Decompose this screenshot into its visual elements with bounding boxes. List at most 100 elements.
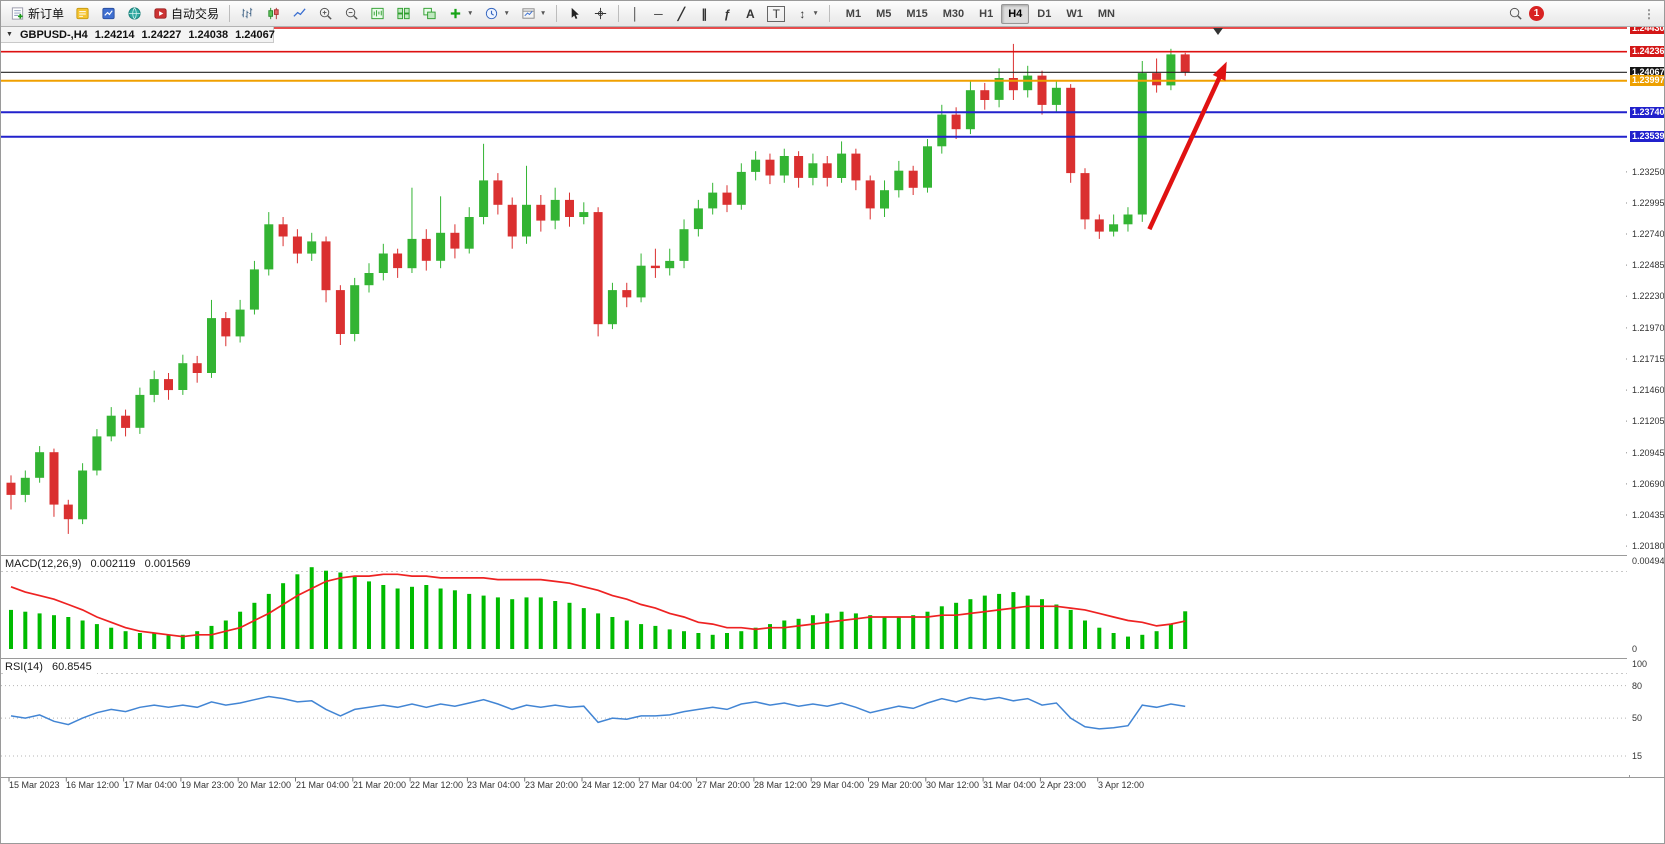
timeframe-group: M1 M5 M15 M30 H1 H4 D1 W1 MN [839,3,1122,24]
line-chart-button[interactable] [287,2,312,25]
bar-chart-icon [241,7,253,19]
zoom-out-button[interactable] [339,2,364,25]
candles-layer [6,43,1190,534]
price-grid-label: 1.20945 [1632,448,1665,458]
price-line-badge: 1.24430 [1630,23,1665,34]
new-chart-button[interactable] [365,2,390,25]
time-label: 3 Apr 12:00 [1098,780,1145,790]
time-label: 27 Mar 20:00 [697,780,751,790]
chart-high-value: 1.24227 [141,28,182,41]
text-button[interactable]: A [739,2,761,25]
time-label: 19 Mar 23:00 [181,780,235,790]
vertical-line-button[interactable]: │ [624,2,646,25]
periods-button[interactable]: ▼ [479,2,514,25]
time-label: 22 Mar 12:00 [410,780,464,790]
new-order-button[interactable]: 新订单 [5,2,69,25]
cascade-windows-button[interactable] [417,2,442,25]
collapse-icon[interactable]: ▼ [6,31,13,38]
notification-badge[interactable]: 1 [1529,6,1544,21]
macd-signal-line [10,573,1186,638]
timeframe-button-w1[interactable]: W1 [1066,7,1083,20]
chart-title-strip: ▼ GBPUSD-,H4 1.24214 1.24227 1.24038 1.2… [1,27,275,43]
vertical-line-icon: │ [631,6,640,21]
trendline-icon: ╱ [677,6,685,21]
price-grid-label: 1.22230 [1632,291,1665,301]
toolbar-separator [828,5,830,22]
zoom-in-icon [319,7,332,20]
time-label: 30 Mar 12:00 [926,780,980,790]
rsi-axis-label: 15 [1632,751,1643,761]
search-button[interactable] [1503,2,1528,25]
zoom-in-button[interactable] [313,2,338,25]
horizontal-line-button[interactable]: ─ [647,2,669,25]
metaeditor-button[interactable] [70,2,95,25]
time-label: 28 Mar 12:00 [754,780,808,790]
macd-main-value: 0.002119 [90,558,136,570]
chart-low-value: 1.24038 [188,28,229,41]
metaeditor-icon [76,7,89,20]
fibonacci-button[interactable]: ƒ [716,2,738,25]
chart-shift-marker[interactable] [1213,28,1223,35]
crosshair-icon [595,7,607,20]
timeframe-button-m5[interactable]: M5 [876,7,892,20]
text-icon: A [746,6,755,21]
cursor-button[interactable] [562,2,587,25]
price-axis[interactable] [1627,26,1664,775]
time-label: 21 Mar 04:00 [296,780,350,790]
toolbar-separator [618,5,620,22]
macd-axis-label: 0.004948 [1632,556,1665,566]
price-grid-label: 1.22740 [1632,229,1665,239]
toolbar-overflow-button[interactable]: ⋮ [1638,2,1660,25]
macd-header: MACD(12,26,9) 0.002119 0.001569 [5,558,196,571]
rsi-line [10,695,1186,730]
macd-histogram-layer [9,567,1188,649]
autotrading-label: 自动交易 [171,7,220,21]
chevron-down-icon: ▼ [539,10,547,17]
timeframe-button-h4[interactable]: H4 [1001,3,1030,24]
price-grid-label: 1.23250 [1632,167,1665,177]
timeframe-button-m15[interactable]: M15 [906,7,928,20]
trendline-button[interactable]: ╱ [670,2,692,25]
horizontal-lines-layer[interactable] [1,27,1629,138]
time-label: 31 Mar 04:00 [983,780,1037,790]
timeframe-button-m30[interactable]: M30 [942,7,965,20]
indicators-button[interactable]: ▼ [443,2,478,25]
new-order-label: 新订单 [28,7,65,21]
toolbar-separator [229,5,231,22]
timeframe-button-h1[interactable]: H1 [979,7,994,20]
price-line-badge: 1.23997 [1630,75,1665,86]
horizontal-line-icon: ─ [654,6,663,21]
chart-close-value: 1.24067 [235,28,275,41]
time-label: 21 Mar 20:00 [353,780,407,790]
search-icon [1509,7,1522,20]
chart-open-value: 1.24214 [94,28,135,41]
community-button[interactable] [122,2,147,25]
trend-arrow[interactable] [1147,61,1227,231]
price-grid-label: 1.21460 [1632,385,1665,395]
price-grid-label: 1.22995 [1632,198,1665,208]
macd-signal-value: 0.001569 [144,558,191,570]
arrows-button[interactable]: ↕ ▼ [791,2,823,25]
timeframe-button-m1[interactable]: M1 [845,7,862,20]
crosshair-button[interactable] [588,2,613,25]
text-label-button[interactable]: T [762,2,790,25]
market-watch-button[interactable] [96,2,121,25]
templates-button[interactable]: ▼ [516,2,551,25]
bar-chart-button[interactable] [235,2,260,25]
rsi-layer [1,685,1629,757]
time-label: 17 Mar 04:00 [124,780,178,790]
line-chart-icon [293,8,306,17]
rsi-value: 60.8545 [51,661,92,673]
channel-button[interactable]: ∥ [693,2,715,25]
timeframe-button-mn[interactable]: MN [1097,7,1115,20]
time-label: 23 Mar 04:00 [467,780,521,790]
tile-windows-button[interactable] [391,2,416,25]
rsi-axis-label: 50 [1632,713,1643,723]
time-label: 16 Mar 12:00 [66,780,120,790]
price-line-badge: 1.23539 [1630,131,1665,142]
candlestick-chart-button[interactable] [261,2,286,25]
timeframe-button-d1[interactable]: D1 [1037,7,1052,20]
autotrading-button[interactable]: 自动交易 [148,2,224,25]
